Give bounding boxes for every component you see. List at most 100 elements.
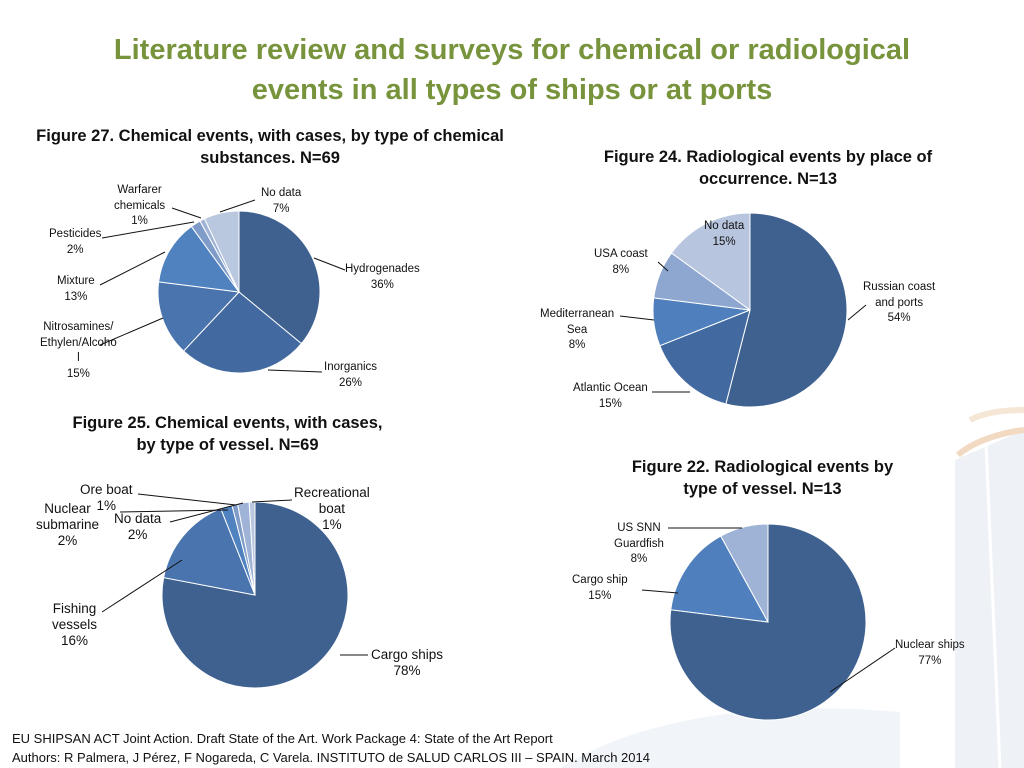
slide-title: Literature review and surveys for chemic… [60,30,964,110]
fig22-title: Figure 22. Radiological events by type o… [590,456,935,500]
label-pct: 15% [598,397,622,410]
fig24-title: Figure 24. Radiological events by place … [578,146,958,190]
fig24-slice-russian-coast-and-ports [725,212,848,408]
fig27-label-pesticides: Pesticides 2% [49,227,101,258]
label-pct: 1% [322,517,342,532]
fig25-label-recreational: Recreational boat 1% [294,485,370,533]
fig27-label-warfarer: Warfarer chemicals 1% [114,183,165,230]
fig24-label-nodata: No data 15% [704,219,744,250]
leader-fig24-mediterranean [619,315,655,321]
fig25-pie [161,501,349,689]
leader-fig22-nuclear [829,647,896,693]
label-pct: 2% [66,243,84,256]
label-text: USA coast [594,248,648,260]
fig24-label-usa: USA coast 8% [594,247,648,278]
fig24-label-russian: Russian coast and ports 54% [863,280,935,327]
leader-fig25-nuclear [119,509,229,513]
leader-fig27-warfarer [171,207,202,219]
fig27-title-line1: Figure 27. Chemical events, with cases, … [36,127,504,145]
label-text: Atlantic Ocean [573,382,648,394]
fig22-title-line1: Figure 22. Radiological events by [631,458,894,476]
fig24-label-mediterranean: Mediterranean Sea 8% [540,307,614,354]
fig27-label-inorganics: Inorganics 26% [324,360,377,391]
label-pct: 16% [60,633,89,648]
fig25-title: Figure 25. Chemical events, with cases, … [40,412,415,456]
fig27-label-hydrogenades: Hydrogenades 36% [345,262,420,293]
leader-fig27-nodata [219,199,256,213]
fig27-label-nitrosamines: Nitrosamines/ Ethylen/Alcoho l 15% [40,320,117,382]
label-pct: 36% [370,278,394,291]
label-text: No data [704,220,745,232]
label-pct: 13% [64,290,88,303]
fig27-title-line2: substances. N=69 [200,149,340,167]
footer: EU SHIPSAN ACT Joint Action. Draft State… [12,730,650,767]
label-text: Nitrosamines/ [43,321,114,333]
footer-line2: Authors: R Palmera, J Pérez, F Nogareda,… [12,749,650,765]
leader-fig27-inorganics [267,369,323,373]
leader-fig24-usa [657,261,669,272]
label-pct: 15% [66,367,90,380]
slide-title-line2: events in all types of ships or at ports [251,74,773,106]
leader-fig22-cargo [641,589,679,594]
label-text: Hydrogenades [345,263,420,275]
fig27-slice-no-data [203,210,240,293]
label-text: No data [261,187,302,199]
fig24-label-atlantic: Atlantic Ocean 15% [573,381,648,412]
label-pct: 8% [568,339,586,351]
label-text: Warfarer [117,184,162,196]
slide-title-line1: Literature review and surveys for chemic… [113,34,911,66]
label-text: boat [318,501,346,516]
label-text: Inorganics [324,361,378,373]
label-text: Russian coast [863,281,936,293]
label-text: Fishing [52,601,97,616]
fig22-slice-us-snn-guardfish [720,523,769,623]
label-text: submarine [36,517,100,532]
label-text: and ports [875,296,924,309]
label-text: Recreational [294,485,370,500]
fig22-label-guardfish: US SNN Guardfish 8% [614,521,664,568]
fig27-label-mixture: Mixture 13% [57,274,95,305]
leader-fig25-recreational [251,499,293,503]
label-pct: 8% [630,553,648,565]
leader-fig27-nitrosamines [99,317,164,346]
fig25-label-cargo: Cargo ships 78% [371,647,443,679]
fig24-title-line1: Figure 24. Radiological events by place … [603,148,933,166]
label-pct: 2% [127,527,148,542]
label-pct: 15% [588,589,612,602]
fig27-title: Figure 27. Chemical events, with cases, … [15,125,525,169]
fig22-slice-cargo-ship [670,535,769,623]
fig25-label-ore: Ore boat 1% [80,482,133,514]
label-text: Cargo ships [371,647,444,662]
leader-fig25-fishing [101,559,183,613]
label-text: vessels [52,617,98,632]
fig27-slice-inorganics [182,291,303,374]
fig24-title-line2: occurrence. N=13 [698,170,838,188]
leader-fig25-ore [137,493,237,506]
fig25-title-line2: by type of vessel. N=69 [136,436,319,454]
label-pct: 1% [96,498,117,513]
label-text: Pesticides [49,228,102,240]
fig27-slice-mixture [158,225,241,293]
fig22-title-line2: type of vessel. N=13 [683,480,842,498]
fig27-slice-nitrosamines-ethylen-alcohol [157,281,241,352]
label-text: Cargo ship [572,574,628,586]
label-pct: 77% [918,654,942,667]
fig25-title-line1: Figure 25. Chemical events, with cases, [72,414,383,432]
label-text: l [77,352,80,364]
label-pct: 2% [57,533,78,548]
fig27-slice-hydrogenades [238,210,321,345]
label-text: Mediterranean [540,308,615,320]
label-pct: 1% [131,215,148,227]
label-text: Nuclear ships [895,639,965,651]
label-text: Ethylen/Alcoho [40,336,117,349]
footer-line1: EU SHIPSAN ACT Joint Action. Draft State… [12,731,553,746]
label-pct: 7% [272,202,290,215]
leader-fig24-russian [847,304,867,321]
label-text: Mixture [57,275,95,287]
label-text: No data [114,511,162,526]
fig25-slice-cargo-ships [161,501,349,689]
